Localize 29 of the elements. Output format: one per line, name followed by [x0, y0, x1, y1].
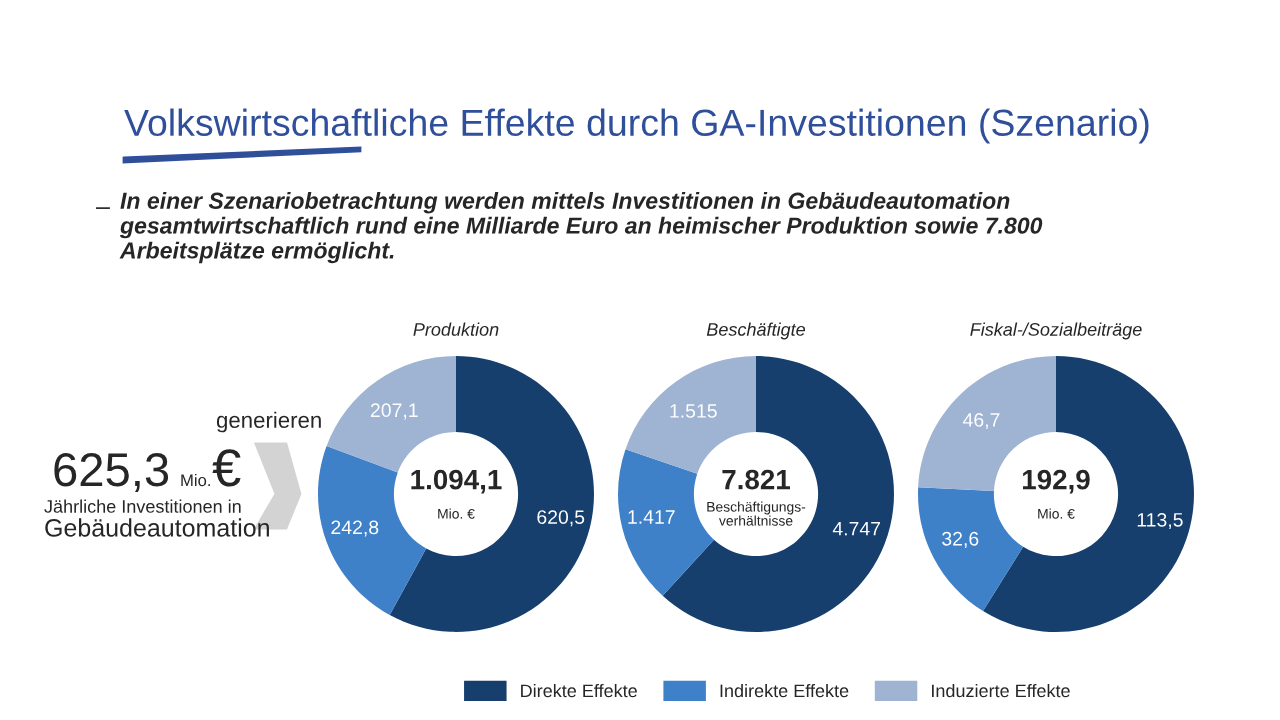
legend-label: Direkte Effekte	[521, 683, 637, 698]
text: Volkswirtschaftliche Effekte durch GA-Investitionen (Szenario)	[124, 108, 1149, 144]
text: 7.821	[722, 469, 790, 490]
text: In einer Szenariobetrachtung werden mittels Investitionen in Gebäudeautomation gesamtwirtschaftlich rund eine Milliarde Euro an heimischer Produktion sowie 7.800 Arbeitsplätze ermöglicht.	[119, 192, 1043, 264]
data-label: 32,6	[942, 531, 979, 548]
data-label: 4.747	[832, 521, 881, 536]
data-label: 1.417	[628, 510, 675, 524]
text: Gebäudeautomation	[45, 518, 269, 537]
chart-title: Produktion	[413, 322, 499, 336]
donut-slice	[326, 356, 456, 473]
text: generieren	[216, 411, 321, 433]
text: 625,3	[54, 453, 169, 493]
text: 192,9	[1023, 469, 1090, 494]
data-label: 46,7	[963, 413, 1000, 430]
legend-label: Induzierte Effekte	[932, 683, 1070, 698]
text: Mio.	[181, 473, 210, 487]
data-label: 113,5	[1137, 512, 1183, 530]
legend-label: Indirekte Effekte	[720, 683, 849, 698]
data-label: 620,5	[537, 510, 585, 527]
donut-slice	[918, 487, 1024, 612]
text: €	[212, 449, 241, 487]
data-label: 1.515	[670, 404, 717, 418]
text: Jährliche Investitionen in	[44, 499, 241, 513]
chart-title: Beschäftigte	[706, 322, 806, 340]
data-label: 207,1	[370, 403, 418, 420]
text: 1.094,1	[411, 469, 502, 494]
chart-title: Fiskal-/Sozialbeiträge	[970, 322, 1142, 340]
data-label: 242,8	[331, 520, 379, 537]
text: –	[96, 207, 110, 209]
